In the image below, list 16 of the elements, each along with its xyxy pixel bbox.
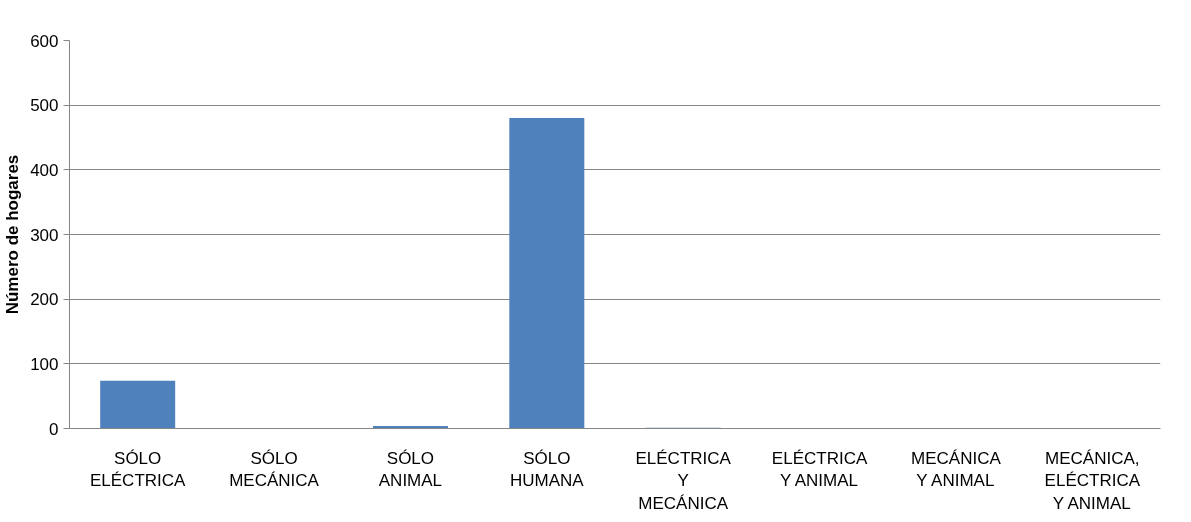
y-tick-label: 500: [30, 96, 59, 116]
x-tick-label: SÓLO MECÁNICA: [229, 448, 320, 491]
y-tick-label: 300: [30, 225, 59, 245]
x-tick-label: ELÉCTRICA Y MECÁNICA: [635, 448, 732, 514]
x-tick-label: ELÉCTRICA Y ANIMAL: [771, 448, 868, 491]
y-tick-label: 600: [30, 31, 59, 51]
y-tick-label: 100: [30, 354, 59, 374]
x-tick-label: SÓLO ELÉCTRICA: [89, 448, 187, 491]
x-tick-label: SÓLO ANIMAL: [378, 448, 443, 491]
y-tick-label: 400: [30, 160, 59, 180]
x-tick-label: SÓLO HUMANA: [509, 448, 585, 491]
x-tick-label: MECÁNICA Y ANIMAL: [911, 448, 1002, 491]
y-tick-label: 0: [49, 419, 59, 439]
y-axis-title: Número de hogares: [3, 154, 23, 315]
x-tick-label: MECÁNICA, ELÉCTRICA Y ANIMAL: [1044, 448, 1141, 514]
y-tick-label: 200: [30, 290, 59, 310]
